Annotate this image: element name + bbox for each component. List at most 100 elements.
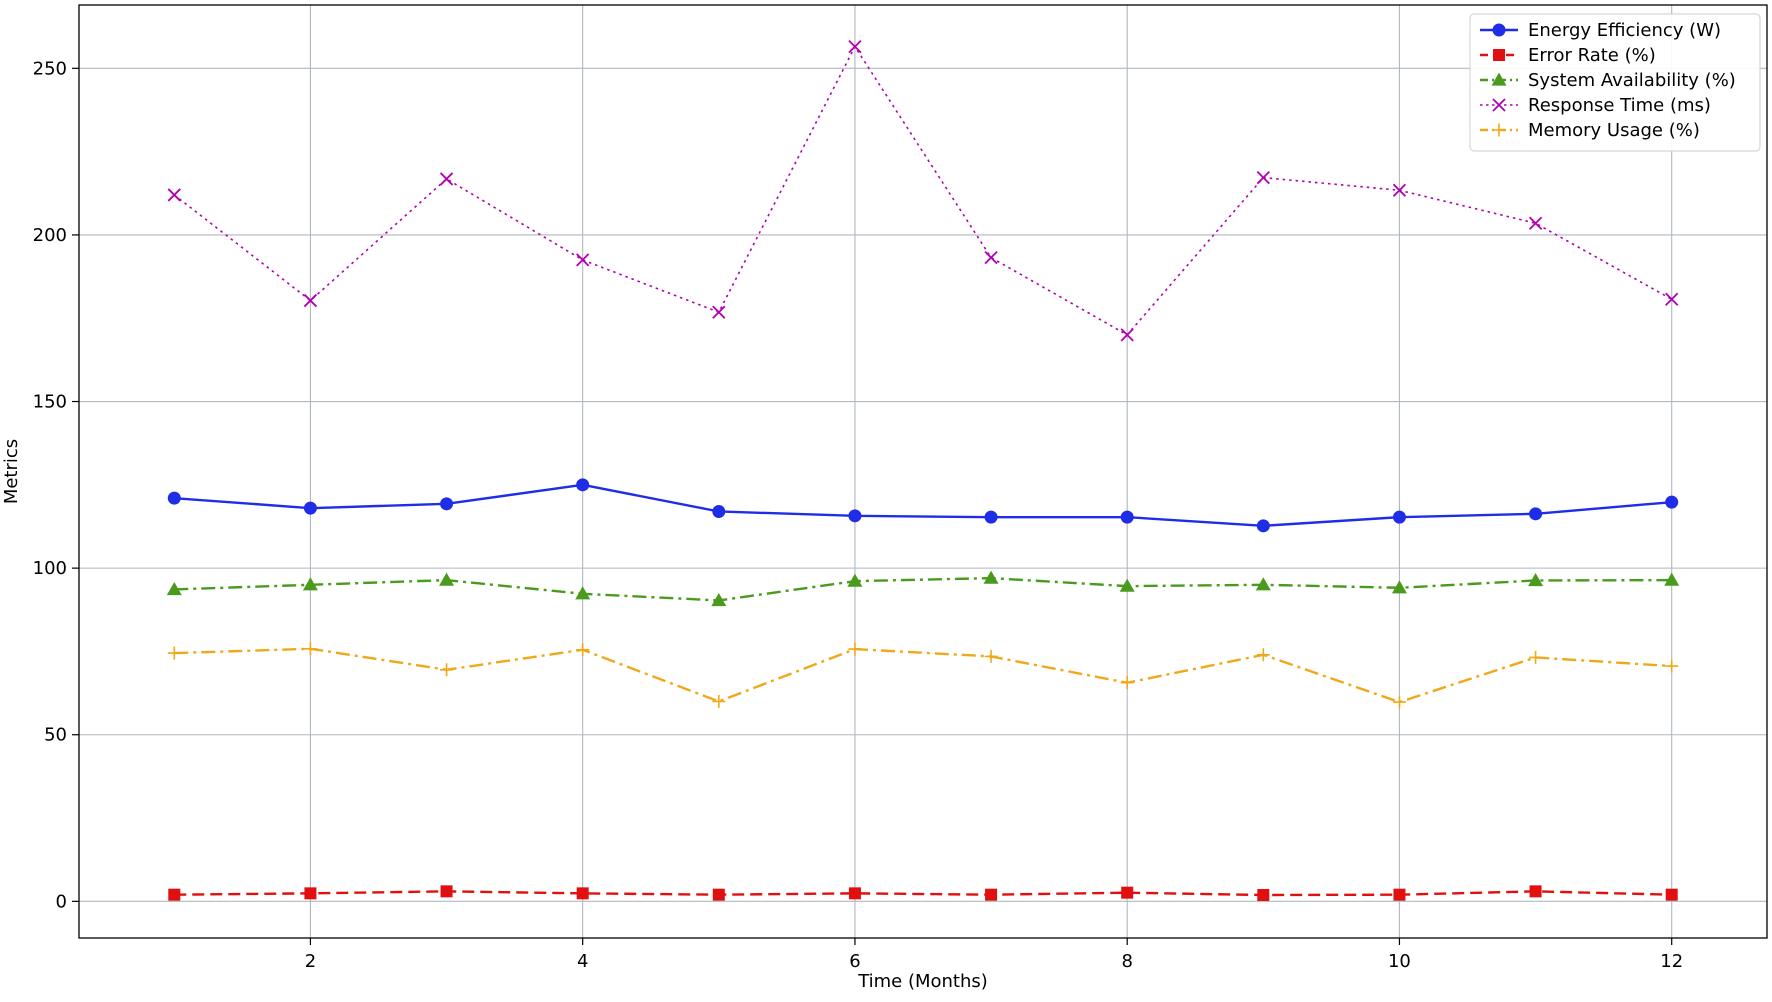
series-response-time-ms bbox=[167, 40, 1679, 342]
legend-label: Energy Efficiency (W) bbox=[1528, 20, 1721, 41]
data-point bbox=[1665, 292, 1679, 306]
series-memory-usage bbox=[167, 642, 1679, 709]
data-point bbox=[848, 642, 862, 656]
series-line bbox=[174, 890, 1672, 897]
legend-item-system-availability: System Availability (%) bbox=[1480, 70, 1736, 91]
legend-item-response-time-ms: Response Time (ms) bbox=[1480, 95, 1711, 116]
data-point bbox=[1392, 183, 1407, 197]
data-point bbox=[1256, 648, 1270, 662]
data-point bbox=[985, 888, 998, 901]
x-axis-label: Time (Months) bbox=[857, 971, 988, 992]
legend-item-memory-usage: Memory Usage (%) bbox=[1480, 120, 1700, 141]
data-point bbox=[167, 491, 181, 505]
data-point bbox=[576, 253, 590, 267]
legend-marker bbox=[1492, 123, 1506, 137]
data-point bbox=[576, 478, 590, 492]
legend-label: Memory Usage (%) bbox=[1528, 120, 1700, 141]
y-axis-label: Metrics bbox=[1, 439, 22, 504]
legend-item-energy-efficiency-w: Energy Efficiency (W) bbox=[1480, 20, 1721, 41]
legend-marker bbox=[1491, 72, 1507, 86]
data-point bbox=[712, 305, 726, 319]
y-tick-label: 50 bbox=[44, 725, 67, 746]
data-point bbox=[1392, 695, 1406, 709]
data-point bbox=[1665, 888, 1678, 901]
x-tick-label: 8 bbox=[1121, 951, 1132, 972]
data-point bbox=[984, 510, 998, 524]
data-point bbox=[1393, 888, 1406, 901]
data-point bbox=[576, 887, 589, 900]
plot-frame bbox=[78, 4, 1768, 939]
data-point bbox=[1529, 650, 1543, 664]
series-system-availability bbox=[166, 570, 1680, 607]
data-point bbox=[1528, 572, 1544, 587]
legend-marker bbox=[1492, 98, 1506, 112]
data-point bbox=[1121, 886, 1134, 899]
series-line bbox=[174, 647, 1672, 704]
x-tick-label: 6 bbox=[849, 951, 860, 972]
data-point bbox=[848, 40, 862, 54]
data-point bbox=[439, 172, 454, 186]
data-point bbox=[1120, 510, 1134, 524]
data-point bbox=[984, 250, 998, 265]
legend-marker bbox=[1493, 49, 1505, 61]
data-point bbox=[303, 501, 317, 515]
data-point bbox=[439, 572, 455, 586]
y-tick-label: 200 bbox=[33, 225, 67, 246]
data-point bbox=[712, 694, 726, 708]
data-point bbox=[302, 577, 318, 591]
y-tick-label: 100 bbox=[33, 558, 67, 579]
data-point bbox=[440, 663, 454, 677]
tick-layer: 2 4 6 8 10 12 0 50 100 150 200 250 bbox=[33, 58, 1684, 972]
data-point bbox=[1257, 889, 1270, 902]
data-point bbox=[1392, 510, 1406, 524]
data-point bbox=[848, 887, 861, 900]
data-point bbox=[303, 642, 317, 656]
data-point bbox=[1256, 170, 1270, 185]
legend-label: Error Rate (%) bbox=[1528, 45, 1656, 66]
data-point bbox=[1529, 885, 1542, 898]
series-error-rate bbox=[168, 885, 1678, 902]
data-point bbox=[1391, 580, 1407, 594]
data-point bbox=[1120, 328, 1134, 342]
grid-layer bbox=[79, 5, 1767, 938]
series-line bbox=[174, 483, 1672, 528]
data-point bbox=[711, 592, 727, 607]
y-tick-label: 0 bbox=[56, 891, 67, 912]
x-tick-label: 12 bbox=[1660, 951, 1683, 972]
legend-box bbox=[1469, 13, 1761, 152]
legend-label: System Availability (%) bbox=[1528, 70, 1736, 91]
data-point bbox=[847, 573, 863, 587]
data-point bbox=[1528, 216, 1543, 230]
data-point bbox=[167, 646, 181, 660]
data-point bbox=[712, 504, 726, 518]
series-layer bbox=[166, 40, 1680, 902]
data-point bbox=[576, 643, 590, 657]
data-point bbox=[304, 887, 317, 900]
data-point bbox=[984, 649, 998, 663]
data-point bbox=[1255, 577, 1271, 591]
data-point bbox=[848, 509, 862, 523]
data-point bbox=[983, 570, 999, 584]
data-point bbox=[1529, 507, 1543, 521]
legend-item-error-rate: Error Rate (%) bbox=[1480, 45, 1656, 66]
data-point bbox=[1256, 519, 1270, 533]
legend-label: Response Time (ms) bbox=[1528, 95, 1711, 116]
x-tick-label: 2 bbox=[305, 951, 316, 972]
data-point bbox=[168, 888, 181, 901]
data-point bbox=[167, 188, 181, 202]
legend-marker bbox=[1492, 23, 1506, 37]
y-tick-label: 250 bbox=[33, 58, 67, 79]
data-point bbox=[440, 497, 454, 511]
x-tick-label: 10 bbox=[1388, 951, 1411, 972]
data-point bbox=[575, 586, 591, 600]
series-energy-efficiency-w bbox=[167, 478, 1679, 533]
data-point bbox=[1664, 572, 1680, 586]
y-tick-label: 150 bbox=[33, 392, 67, 413]
x-tick-label: 4 bbox=[577, 951, 588, 972]
data-point bbox=[440, 885, 453, 898]
data-point bbox=[1665, 659, 1679, 673]
data-point bbox=[1120, 676, 1134, 690]
data-point bbox=[1665, 495, 1679, 509]
